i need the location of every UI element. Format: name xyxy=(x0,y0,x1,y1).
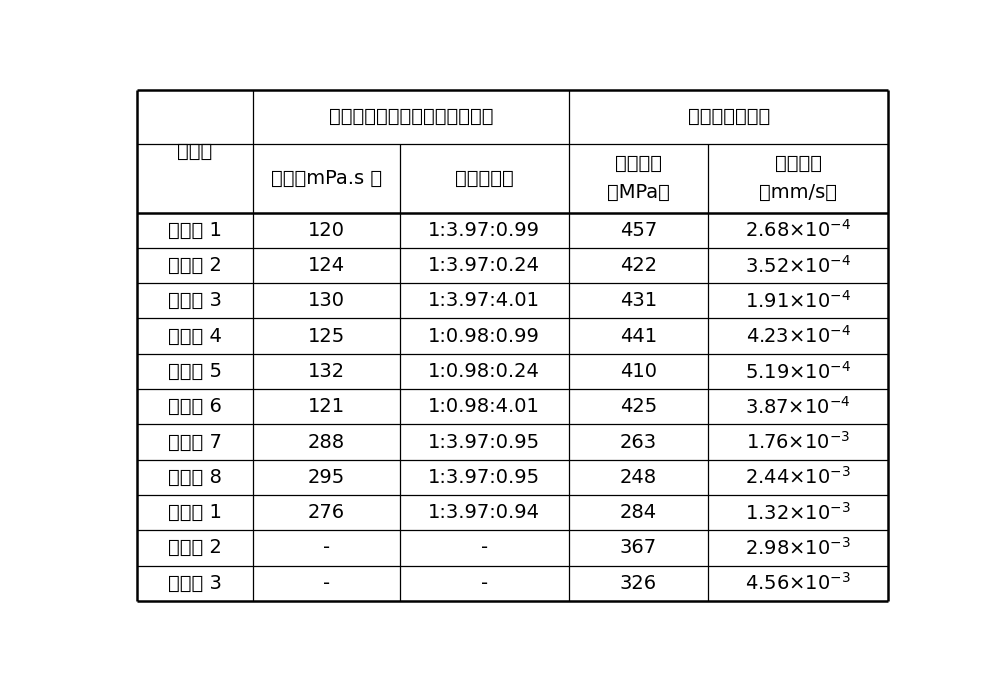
Text: 263: 263 xyxy=(620,432,657,451)
Text: 4.23×10$^{-4}$: 4.23×10$^{-4}$ xyxy=(746,325,851,347)
Text: 1:3.97:0.24: 1:3.97:0.24 xyxy=(428,256,540,275)
Text: 实施例 8: 实施例 8 xyxy=(168,468,222,487)
Text: 实施例 7: 实施例 7 xyxy=(168,432,222,451)
Text: 1.91×10$^{-4}$: 1.91×10$^{-4}$ xyxy=(745,290,851,312)
Text: 1.76×10$^{-3}$: 1.76×10$^{-3}$ xyxy=(746,431,850,453)
Text: 实施例 4: 实施例 4 xyxy=(168,327,222,345)
Text: 121: 121 xyxy=(308,397,345,417)
Text: 铪鱽硅三元复相陶瓷前驱体溶液: 铪鱽硅三元复相陶瓷前驱体溶液 xyxy=(329,107,493,127)
Text: （MPa）: （MPa） xyxy=(607,183,670,202)
Text: 1:3.97:0.94: 1:3.97:0.94 xyxy=(428,503,540,522)
Text: 实施例 6: 实施例 6 xyxy=(168,397,222,417)
Text: 陶瓷基复合材料: 陶瓷基复合材料 xyxy=(688,107,770,127)
Text: 1:3.97:0.99: 1:3.97:0.99 xyxy=(428,221,540,239)
Text: 对比例 1: 对比例 1 xyxy=(168,503,222,522)
Text: 1.32×10$^{-3}$: 1.32×10$^{-3}$ xyxy=(745,501,851,523)
Text: 弯曲强度: 弯曲强度 xyxy=(615,154,662,173)
Text: -: - xyxy=(323,538,330,557)
Text: 3.52×10$^{-4}$: 3.52×10$^{-4}$ xyxy=(745,254,851,276)
Text: 2.68×10$^{-4}$: 2.68×10$^{-4}$ xyxy=(745,220,851,241)
Text: 284: 284 xyxy=(620,503,657,522)
Text: 124: 124 xyxy=(308,256,345,275)
Text: 1:3.97:4.01: 1:3.97:4.01 xyxy=(428,291,540,311)
Text: （mm/s）: （mm/s） xyxy=(759,183,837,202)
Text: 130: 130 xyxy=(308,291,345,311)
Text: 441: 441 xyxy=(620,327,657,345)
Text: 1:0.98:0.24: 1:0.98:0.24 xyxy=(428,362,540,381)
Text: -: - xyxy=(323,574,330,593)
Text: 实施例: 实施例 xyxy=(177,142,213,161)
Text: 粘度（mPa.s ）: 粘度（mPa.s ） xyxy=(271,169,382,187)
Text: 5.19×10$^{-4}$: 5.19×10$^{-4}$ xyxy=(745,360,851,382)
Text: 2.98×10$^{-3}$: 2.98×10$^{-3}$ xyxy=(745,537,851,559)
Text: 422: 422 xyxy=(620,256,657,275)
Text: 431: 431 xyxy=(620,291,657,311)
Text: 线烧蚀率: 线烧蚀率 xyxy=(775,154,822,173)
Text: 对比例 3: 对比例 3 xyxy=(168,574,222,593)
Text: 4.56×10$^{-3}$: 4.56×10$^{-3}$ xyxy=(745,573,851,594)
Text: 410: 410 xyxy=(620,362,657,381)
Text: 125: 125 xyxy=(308,327,345,345)
Text: 2.44×10$^{-3}$: 2.44×10$^{-3}$ xyxy=(745,466,851,488)
Text: 276: 276 xyxy=(308,503,345,522)
Text: -: - xyxy=(481,574,488,593)
Text: 1:0.98:0.99: 1:0.98:0.99 xyxy=(428,327,540,345)
Text: 132: 132 xyxy=(308,362,345,381)
Text: 铪鱽硅比例: 铪鱽硅比例 xyxy=(455,169,514,187)
Text: 120: 120 xyxy=(308,221,345,239)
Text: 1:3.97:0.95: 1:3.97:0.95 xyxy=(428,468,540,487)
Text: 326: 326 xyxy=(620,574,657,593)
Text: 1:0.98:4.01: 1:0.98:4.01 xyxy=(428,397,540,417)
Text: 实施例 1: 实施例 1 xyxy=(168,221,222,239)
Text: 3.87×10$^{-4}$: 3.87×10$^{-4}$ xyxy=(745,396,851,418)
Text: 288: 288 xyxy=(308,432,345,451)
Text: 实施例 5: 实施例 5 xyxy=(168,362,222,381)
Text: 1:3.97:0.95: 1:3.97:0.95 xyxy=(428,432,540,451)
Text: -: - xyxy=(481,538,488,557)
Text: 实施例 3: 实施例 3 xyxy=(168,291,222,311)
Text: 425: 425 xyxy=(620,397,657,417)
Text: 248: 248 xyxy=(620,468,657,487)
Text: 457: 457 xyxy=(620,221,657,239)
Text: 295: 295 xyxy=(308,468,345,487)
Text: 367: 367 xyxy=(620,538,657,557)
Text: 对比例 2: 对比例 2 xyxy=(168,538,222,557)
Text: 实施例 2: 实施例 2 xyxy=(168,256,222,275)
